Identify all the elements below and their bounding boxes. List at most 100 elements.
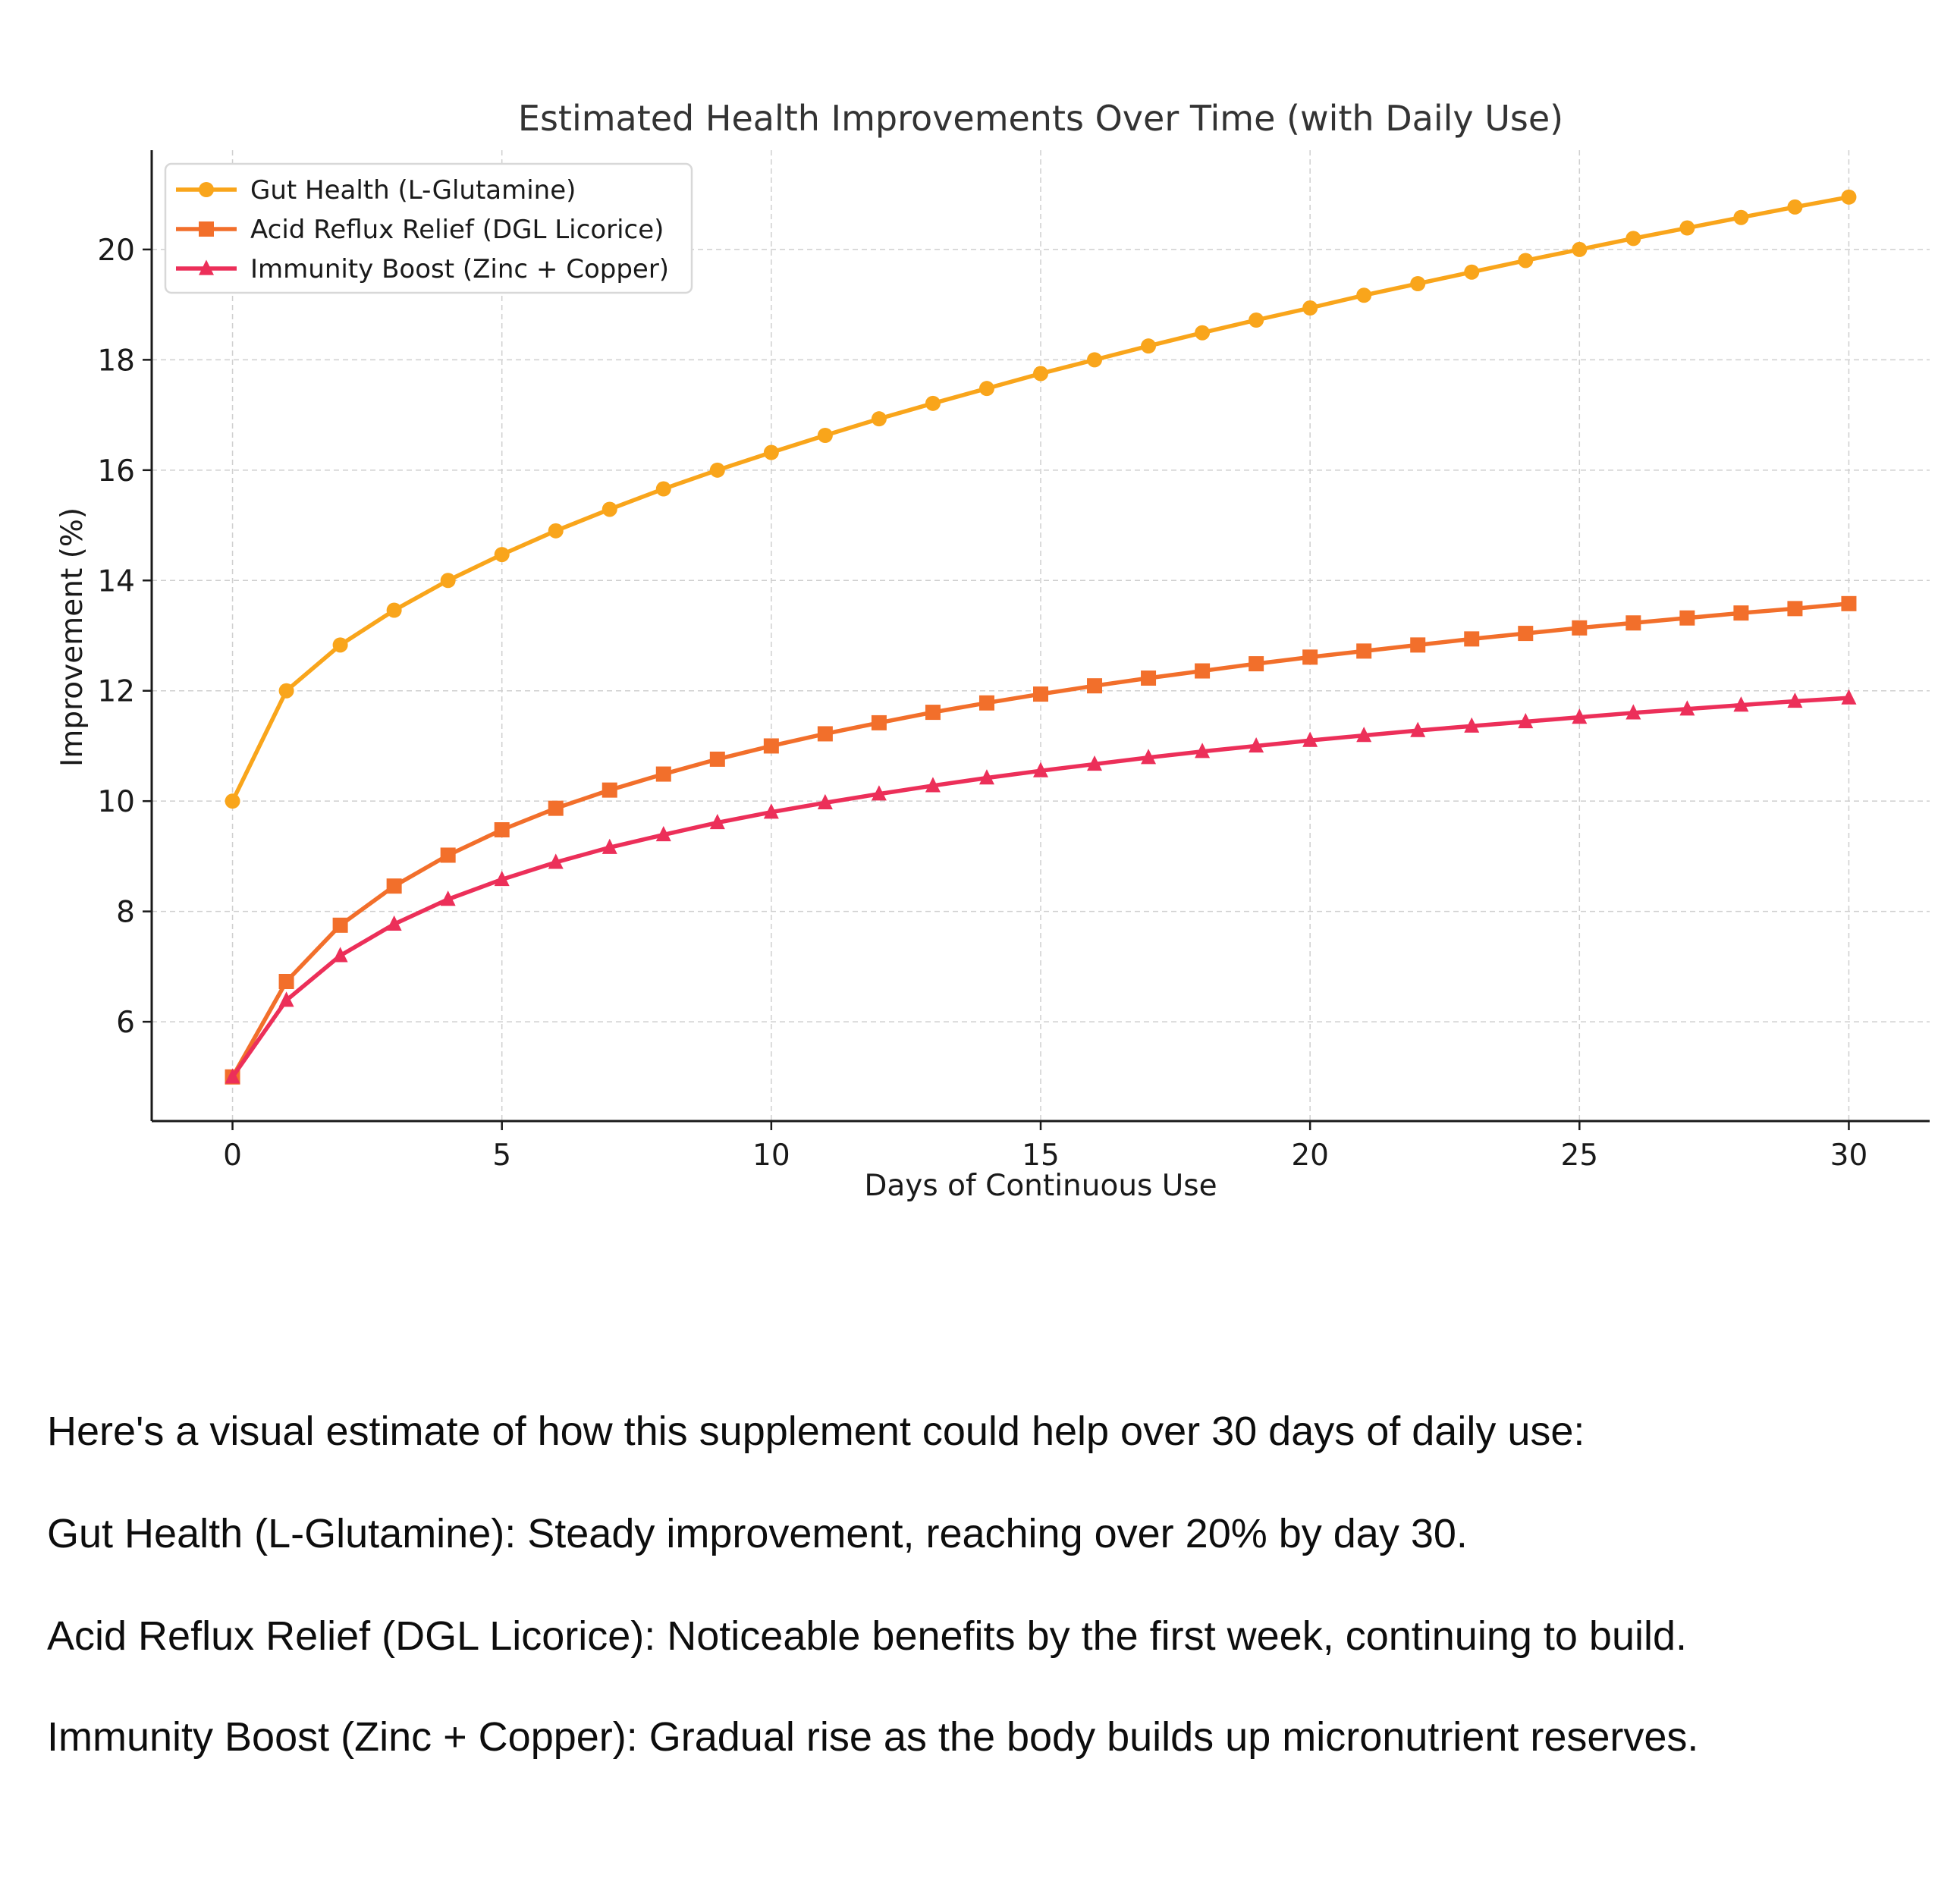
data-point: [225, 793, 240, 809]
data-point: [1572, 241, 1588, 257]
data-point: [1033, 366, 1048, 382]
data-point: [763, 444, 779, 460]
data-point: [1410, 637, 1426, 653]
data-point: [1195, 663, 1211, 679]
data-point: [655, 481, 671, 497]
data-point: [225, 1068, 240, 1084]
data-point: [1141, 671, 1157, 686]
data-point: [548, 853, 564, 869]
data-point: [386, 602, 402, 618]
y-tick-label: 20: [97, 234, 135, 268]
data-point: [1033, 762, 1048, 777]
data-point: [1625, 704, 1641, 720]
data-point: [709, 462, 725, 478]
y-tick-label: 12: [97, 675, 135, 709]
data-point: [655, 826, 671, 842]
legend-item: Gut Health (L-Glutamine): [176, 175, 576, 206]
series-2: [225, 595, 1857, 1085]
data-point: [440, 847, 456, 863]
data-point: [1302, 300, 1318, 316]
y-tick-label: 14: [97, 564, 135, 598]
chart-title: Estimated Health Improvements Over Time …: [518, 98, 1563, 139]
legend-label: Acid Reflux Relief (DGL Licorice): [250, 215, 664, 245]
x-tick-label: 25: [1560, 1139, 1598, 1173]
data-point: [655, 766, 671, 782]
data-point: [1356, 727, 1372, 743]
data-point: [548, 523, 564, 539]
data-point: [1841, 595, 1857, 611]
data-point: [1518, 253, 1534, 269]
data-point: [1249, 313, 1264, 328]
caption-intro: Here's a visual estimate of how this sup…: [47, 1409, 1585, 1454]
series-1: [225, 189, 1857, 809]
data-point: [1518, 712, 1534, 729]
caption-gut-health: Gut Health (L-Glutamine): Steady improve…: [47, 1511, 1468, 1556]
data-point: [1464, 717, 1480, 733]
legend-item: Acid Reflux Relief (DGL Licorice): [176, 215, 664, 245]
legend-label: Immunity Boost (Zinc + Copper): [250, 254, 669, 284]
data-point: [1087, 678, 1103, 694]
data-point: [1195, 325, 1211, 341]
data-point: [1249, 656, 1264, 672]
caption-acid-reflux: Acid Reflux Relief (DGL Licorice): Notic…: [47, 1613, 1688, 1659]
data-point: [817, 793, 833, 809]
data-point: [602, 782, 617, 798]
legend-item: Immunity Boost (Zinc + Copper): [176, 254, 669, 284]
data-point: [494, 547, 510, 563]
legend-marker: [199, 221, 214, 237]
y-axis-label: Improvement (%): [55, 507, 90, 767]
data-point: [278, 991, 294, 1007]
data-point: [386, 915, 402, 931]
caption-immunity: Immunity Boost (Zinc + Copper): Gradual …: [47, 1714, 1699, 1760]
data-point: [332, 947, 348, 963]
data-point: [1410, 721, 1426, 737]
data-point: [1841, 189, 1857, 205]
data-point: [1518, 626, 1534, 642]
data-point: [978, 381, 994, 397]
data-point: [1087, 755, 1103, 771]
data-point: [1733, 605, 1749, 621]
data-point: [278, 683, 294, 699]
data-point: [440, 573, 456, 589]
data-point: [817, 726, 833, 742]
data-point: [1195, 743, 1211, 758]
legend-label: Gut Health (L-Glutamine): [250, 175, 576, 206]
x-tick-label: 30: [1830, 1139, 1868, 1173]
data-point: [1356, 287, 1372, 303]
data-point: [1572, 708, 1588, 724]
data-point: [871, 411, 887, 427]
data-point: [871, 785, 887, 801]
data-point: [1302, 649, 1318, 665]
data-point: [1249, 737, 1264, 753]
data-point: [1302, 731, 1318, 747]
x-tick-label: 20: [1291, 1139, 1329, 1173]
data-point: [548, 800, 564, 816]
data-point: [1033, 686, 1048, 702]
data-point: [763, 738, 779, 754]
legend-box: [164, 162, 693, 294]
data-point: [1733, 209, 1749, 225]
data-point: [1410, 276, 1426, 291]
data-point: [1733, 696, 1749, 712]
legend-marker: [199, 182, 214, 197]
y-tick-label: 8: [116, 896, 135, 930]
data-point: [925, 395, 941, 411]
data-point: [332, 637, 348, 653]
data-point: [1679, 610, 1695, 626]
y-tick-label: 10: [97, 785, 135, 819]
data-point: [1787, 693, 1803, 708]
data-point: [1625, 231, 1641, 247]
chart-legend: Gut Health (L-Glutamine) Acid Reflux Reli…: [164, 162, 693, 294]
data-point: [871, 715, 887, 730]
data-point: [602, 501, 617, 517]
x-tick-label: 15: [1022, 1139, 1060, 1173]
data-point: [494, 870, 510, 887]
y-tick-label: 6: [116, 1006, 135, 1040]
data-point: [1087, 352, 1103, 368]
data-point: [1787, 601, 1803, 617]
data-point: [1141, 338, 1157, 354]
grid-lines: [152, 150, 1930, 1121]
data-point: [1625, 615, 1641, 631]
data-point: [1841, 689, 1857, 705]
data-point: [763, 803, 779, 819]
